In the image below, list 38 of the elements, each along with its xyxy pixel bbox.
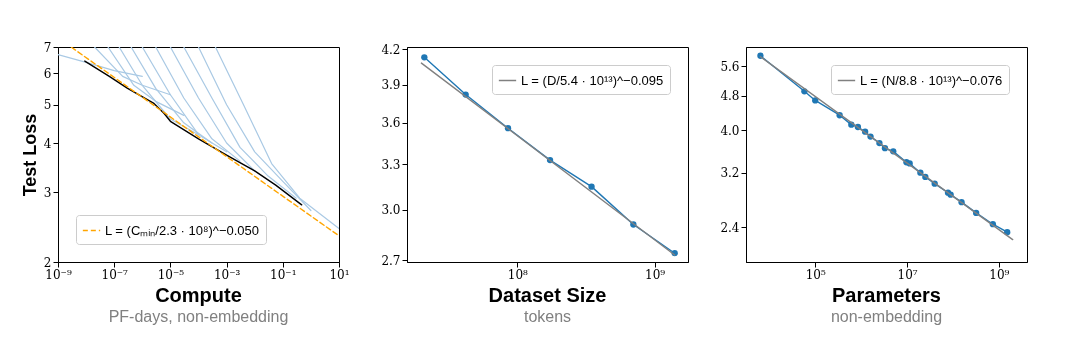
text: tokens (523, 308, 572, 325)
y-tick-label: 6 (43, 66, 52, 81)
y-tick-label: 3.0 (381, 203, 401, 218)
y-tick-label: 7 (43, 40, 52, 55)
x-tick-label: 10⁸ (507, 267, 529, 282)
x-tick-label: 10⁻³ (213, 267, 241, 282)
x-axis-title: Parameters (832, 284, 941, 306)
y-tick-label: 3.3 (381, 157, 401, 172)
y-tick-label: 4.2 (381, 42, 401, 57)
y-tick-label: 2 (43, 255, 52, 270)
x-axis-title: Dataset Size (488, 284, 607, 306)
y-tick-label: 2.7 (381, 253, 401, 268)
x-tick-label: 10⁹ (989, 267, 1010, 282)
x-tick-label: 10⁷ (897, 267, 918, 282)
y-tick-label: 5 (43, 98, 52, 113)
y-tick-label: 3.6 (381, 116, 401, 131)
text: PF-days, non-embedding (108, 308, 289, 325)
legend-label: L = (Cₘᵢₙ/2.3 · 10⁸)^−0.050 (105, 222, 260, 238)
legend-label: L = (N/8.8 · 10¹³)^−0.076 (860, 72, 1003, 88)
x-tick-label: 10⁻¹ (270, 267, 297, 282)
x-tick-label: 10⁻⁵ (157, 267, 185, 282)
y-tick-label: 4 (43, 136, 52, 151)
x-tick-label: 10⁵ (805, 267, 826, 282)
y-tick-label: 3.9 (381, 78, 401, 93)
y-tick-label: 4.0 (720, 123, 740, 138)
x-tick-label: 10⁻⁹ (45, 267, 72, 282)
y-tick-label: 3 (43, 185, 52, 200)
text: non-embedding (830, 308, 943, 325)
x-tick-label: 10⁹ (645, 267, 666, 282)
y-tick-label: 2.4 (720, 220, 740, 235)
x-tick-label: 10⁻⁷ (101, 267, 129, 282)
y-tick-label: 5.6 (720, 59, 740, 74)
y-tick-label: 4.8 (720, 89, 740, 104)
y-axis-title: Test Loss (19, 113, 40, 197)
y-tick-label: 3.2 (720, 166, 740, 181)
x-tick-label: 10¹ (329, 267, 350, 282)
x-axis-title: Compute (155, 284, 242, 306)
legend-label: L = (D/5.4 · 10¹³)^−0.095 (521, 72, 664, 88)
